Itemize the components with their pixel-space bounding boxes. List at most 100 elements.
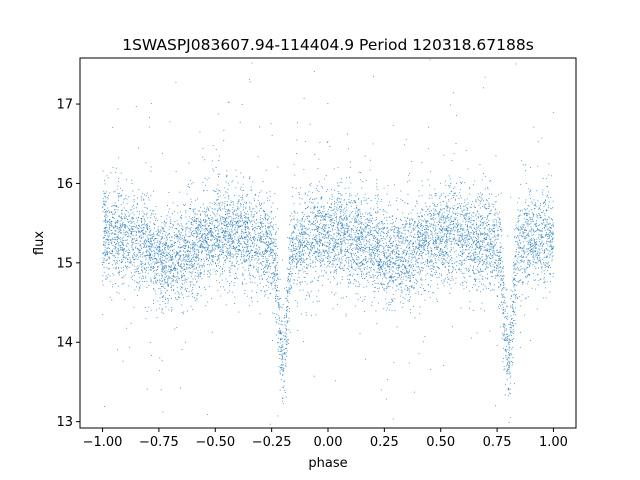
data-point <box>335 239 337 241</box>
data-point <box>358 243 360 245</box>
data-point <box>524 229 526 231</box>
data-point <box>192 308 194 310</box>
data-point <box>222 245 224 247</box>
data-point <box>160 257 161 259</box>
data-point <box>340 249 341 251</box>
data-point <box>258 235 260 237</box>
data-point <box>453 212 455 214</box>
data-point <box>389 281 391 283</box>
data-point <box>526 237 528 239</box>
data-point <box>366 268 368 270</box>
data-point <box>410 212 412 214</box>
data-point <box>480 257 482 259</box>
data-point <box>247 227 249 229</box>
data-point <box>272 277 273 279</box>
data-point <box>182 258 184 260</box>
data-point <box>169 246 171 248</box>
data-point <box>315 225 317 227</box>
data-point <box>167 268 169 270</box>
data-point <box>449 185 451 187</box>
data-point <box>382 210 384 212</box>
data-point <box>365 276 367 277</box>
data-point <box>184 242 186 244</box>
data-point <box>504 325 506 327</box>
data-point <box>374 255 376 257</box>
data-point <box>153 288 155 289</box>
data-point <box>264 273 266 275</box>
data-point <box>435 209 437 211</box>
data-point <box>356 262 358 264</box>
data-point <box>529 217 531 219</box>
data-point <box>408 231 410 233</box>
data-point <box>395 279 397 281</box>
data-point <box>176 260 178 262</box>
data-point <box>243 201 245 203</box>
data-point <box>438 243 440 245</box>
data-point <box>219 202 221 204</box>
data-point <box>121 283 123 285</box>
data-point <box>137 243 139 245</box>
data-point <box>350 229 352 231</box>
data-point <box>138 188 140 190</box>
data-point <box>318 252 320 254</box>
data-point <box>203 219 204 221</box>
data-point <box>387 256 389 258</box>
data-point <box>105 230 107 232</box>
data-point <box>255 248 257 250</box>
data-point <box>132 249 134 251</box>
data-point <box>189 264 191 266</box>
data-point <box>259 278 260 280</box>
data-point <box>490 240 492 242</box>
data-point <box>511 348 513 350</box>
data-point <box>329 219 331 220</box>
data-point <box>213 213 215 215</box>
data-point <box>214 235 216 237</box>
data-point <box>240 262 242 264</box>
data-point <box>147 254 149 256</box>
data-point <box>201 244 203 246</box>
data-point <box>146 310 148 312</box>
data-point <box>452 211 454 213</box>
data-point <box>453 225 455 227</box>
data-point <box>307 215 309 217</box>
data-point <box>105 218 107 220</box>
data-point <box>360 179 362 181</box>
data-point <box>502 361 504 363</box>
data-point <box>399 256 401 258</box>
data-point <box>485 207 487 209</box>
data-point <box>413 224 415 226</box>
data-point <box>357 198 359 200</box>
data-point <box>218 237 220 239</box>
data-point <box>541 259 543 261</box>
data-point <box>427 273 429 274</box>
data-point <box>154 272 156 274</box>
data-point <box>265 233 267 235</box>
data-point <box>124 224 126 226</box>
data-point <box>412 264 414 265</box>
data-point <box>435 225 437 227</box>
data-point <box>200 230 202 232</box>
data-point <box>430 369 431 370</box>
data-point <box>479 164 481 165</box>
data-point <box>241 199 243 201</box>
data-point <box>483 246 485 248</box>
data-point <box>150 267 152 268</box>
data-point <box>374 291 376 293</box>
data-point <box>502 313 503 315</box>
data-point <box>445 184 447 186</box>
data-point <box>333 259 335 261</box>
data-point <box>195 260 197 262</box>
data-point <box>426 262 428 264</box>
data-point <box>445 253 446 255</box>
data-point <box>233 255 234 257</box>
data-point <box>495 223 497 225</box>
data-point <box>379 266 381 268</box>
data-point <box>376 241 378 243</box>
data-point <box>519 232 521 234</box>
data-point <box>469 212 470 214</box>
data-point <box>340 297 342 299</box>
data-point <box>177 254 179 255</box>
data-point <box>437 267 439 269</box>
data-point <box>144 194 146 196</box>
data-point <box>527 263 529 265</box>
